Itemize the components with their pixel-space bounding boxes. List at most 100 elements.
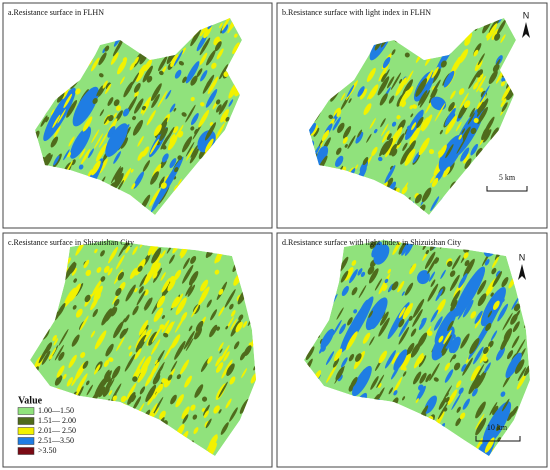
map-patch bbox=[90, 296, 99, 311]
map-patch bbox=[488, 70, 498, 85]
map-patch bbox=[380, 118, 386, 128]
map-patch bbox=[221, 24, 229, 34]
map-patch bbox=[227, 25, 232, 34]
map-patch bbox=[357, 268, 363, 276]
map-patch bbox=[153, 307, 164, 322]
map-patch bbox=[122, 108, 130, 117]
map-patch bbox=[458, 273, 468, 289]
map-patch bbox=[332, 319, 342, 337]
map-patch bbox=[369, 240, 377, 249]
map-patch bbox=[56, 365, 65, 378]
map-patch bbox=[456, 380, 462, 388]
map-patch bbox=[110, 52, 119, 65]
map-patch bbox=[199, 37, 211, 56]
map-patch bbox=[391, 352, 399, 365]
map-patch bbox=[67, 152, 71, 158]
map-patch bbox=[185, 337, 194, 351]
map-patch bbox=[199, 29, 205, 37]
map-patch bbox=[463, 252, 469, 259]
map-patch bbox=[365, 297, 388, 331]
map-patch bbox=[132, 396, 142, 411]
map-patch bbox=[341, 285, 349, 297]
map-patch bbox=[163, 341, 175, 360]
map-patch bbox=[492, 271, 503, 288]
map-patch bbox=[437, 150, 441, 155]
map-patch bbox=[94, 248, 98, 254]
map-patch bbox=[163, 332, 169, 338]
map-patch bbox=[203, 410, 210, 418]
map-patch bbox=[362, 332, 371, 344]
map-patch bbox=[462, 357, 473, 376]
map-patch bbox=[458, 134, 463, 140]
map-patch bbox=[134, 98, 144, 114]
map-patch bbox=[98, 73, 104, 78]
map-patch bbox=[108, 246, 118, 263]
map-patch bbox=[360, 271, 366, 277]
map-patch bbox=[182, 414, 189, 424]
map-patch bbox=[368, 310, 374, 318]
map-patch bbox=[144, 59, 153, 72]
map-patch bbox=[362, 157, 369, 166]
map-patch bbox=[138, 319, 149, 336]
map-patch bbox=[99, 109, 105, 117]
map-patch bbox=[158, 56, 168, 72]
map-patch bbox=[105, 375, 111, 383]
map-patch bbox=[98, 132, 108, 148]
map-patch bbox=[164, 321, 174, 337]
map-patch bbox=[205, 138, 214, 153]
map-patch bbox=[113, 99, 120, 107]
map-patch bbox=[146, 110, 156, 126]
map-patch bbox=[126, 382, 137, 401]
map-patch bbox=[66, 377, 74, 387]
map-patch bbox=[218, 381, 228, 398]
map-patch bbox=[416, 385, 426, 402]
map-patch bbox=[115, 287, 122, 297]
map-patch bbox=[344, 144, 348, 148]
map-patch bbox=[477, 279, 487, 295]
map-patch bbox=[379, 311, 389, 326]
map-patch bbox=[174, 340, 186, 360]
map-patch bbox=[470, 365, 481, 381]
map-patch bbox=[382, 56, 391, 69]
map-patch bbox=[431, 68, 441, 84]
map-patch bbox=[190, 144, 199, 158]
map-patch bbox=[398, 240, 408, 255]
map-patch bbox=[209, 122, 214, 126]
map-patch bbox=[142, 65, 153, 83]
map-patch bbox=[408, 315, 413, 321]
map-patch bbox=[492, 63, 500, 73]
scale-line bbox=[475, 436, 521, 442]
map-patch bbox=[223, 351, 230, 362]
map-patch bbox=[309, 122, 317, 136]
legend-title: Value bbox=[18, 395, 43, 406]
map-patch bbox=[389, 143, 397, 155]
map-patch bbox=[196, 68, 203, 78]
map-patch bbox=[44, 342, 53, 354]
map-patch bbox=[499, 310, 505, 317]
map-patch bbox=[206, 299, 212, 308]
map-patch bbox=[48, 354, 53, 360]
map-patch bbox=[485, 32, 490, 39]
map-base bbox=[309, 18, 516, 215]
map-patch bbox=[170, 360, 178, 372]
map-patch bbox=[207, 355, 213, 364]
map-patch bbox=[340, 270, 349, 283]
map-patch bbox=[479, 85, 490, 103]
map-patch bbox=[401, 291, 405, 296]
map-patch bbox=[462, 398, 470, 410]
map-patch bbox=[180, 246, 188, 259]
map-patch bbox=[500, 81, 506, 87]
map-patch bbox=[107, 267, 113, 276]
map-patch bbox=[107, 126, 116, 138]
map-patch bbox=[492, 300, 500, 310]
map-patch bbox=[53, 338, 59, 346]
map-patch bbox=[104, 45, 110, 52]
map-patch bbox=[502, 312, 513, 331]
map-patch bbox=[417, 90, 428, 106]
map-patch bbox=[477, 73, 484, 83]
scale-label: 10 km bbox=[487, 423, 508, 432]
map-patch bbox=[239, 351, 247, 361]
map-patch bbox=[191, 304, 199, 318]
map-patch bbox=[417, 332, 428, 348]
map-patch bbox=[370, 376, 379, 390]
